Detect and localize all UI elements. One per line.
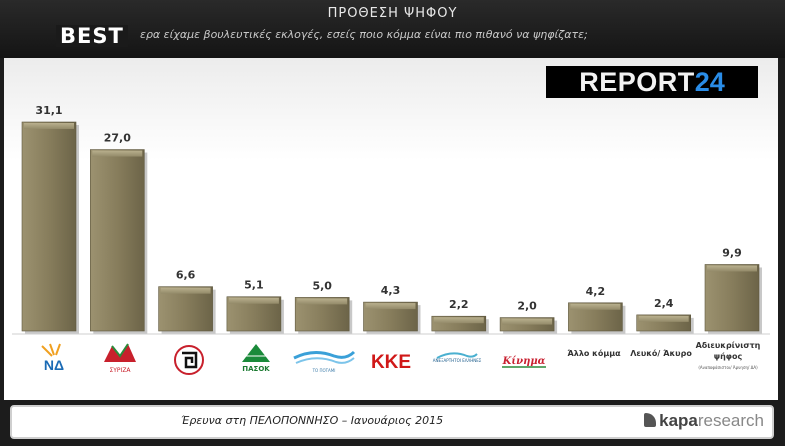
- bar-cap: [365, 303, 416, 310]
- kapa-logo-part2: research: [697, 411, 764, 430]
- bar-1: 31,1: [21, 104, 79, 334]
- bar-6: 4,3: [363, 284, 421, 334]
- bar-cap: [638, 315, 689, 322]
- bar-value-label: 4,2: [586, 285, 606, 298]
- label-adiev-2: ψήφος: [714, 352, 743, 361]
- label-allo-komma: Άλλο κόμμα: [567, 348, 621, 358]
- bar-cap: [502, 318, 553, 325]
- bar-rect: [21, 121, 77, 332]
- kke-label: ΚΚΕ: [371, 352, 411, 373]
- bar-value-label: 5,0: [312, 279, 332, 292]
- bar-rect: [704, 264, 760, 332]
- potami-label: ΤΟ ΠΟΤΑΜΙ: [312, 368, 336, 373]
- pasok-logo-icon: ΠΑΣΟΚ: [242, 344, 270, 373]
- kinima-label: Κίνημα: [502, 356, 546, 367]
- bar-11: 9,9: [704, 246, 762, 334]
- golden-dawn-logo-icon: [174, 345, 204, 375]
- allo-line: Άλλο κόμμα: [567, 348, 621, 358]
- label-lefko-akyro: Λευκό/ Άκυρο: [630, 348, 692, 358]
- report-logo-number: 24: [694, 66, 725, 97]
- label-adiev-3: (Αναποφάσιστοι/ Άρνηση/ ΔΑ): [698, 365, 758, 370]
- lefko-line: Λευκό/ Άκυρο: [630, 348, 692, 358]
- bar-cap: [92, 150, 143, 157]
- bar-cap: [160, 287, 211, 294]
- bar-cap: [707, 265, 757, 272]
- kapa-research-logo: kaparesearch: [644, 411, 764, 431]
- nd-label: ΝΔ: [44, 357, 64, 373]
- anel-logo-icon: ΑΝΕΞΑΡΤΗΤΟΙ ΕΛΛΗΝΕΣ: [433, 352, 482, 363]
- survey-question: ερα είχαμε βουλευτικές εκλογές, εσείς πο…: [140, 28, 588, 41]
- bar-value-label: 4,3: [381, 284, 401, 297]
- bar-value-label: 5,1: [244, 279, 264, 292]
- bar-10: 2,4: [636, 297, 694, 334]
- syriza-logo-icon: ΣΥΡΙΖΑ: [104, 343, 136, 374]
- report24-logo: REPORT 24: [546, 66, 758, 98]
- bar-rect: [158, 286, 213, 332]
- bar-rect: [90, 149, 145, 332]
- bar-5: 5,0: [294, 279, 353, 334]
- bar-7: 2,2: [431, 298, 489, 334]
- pasok-label: ΠΑΣΟΚ: [242, 365, 270, 373]
- kinima-logo-icon: Κίνημα: [502, 356, 546, 368]
- chart-footer: Έρευνα στη ΠΕΛΟΠΟΝΝΗΣΟ – Ιανουάριος 2015…: [4, 400, 778, 446]
- footer-caption-box: Έρευνα στη ΠΕΛΟΠΟΝΝΗΣΟ – Ιανουάριος 2015…: [10, 405, 774, 439]
- anel-label: ΑΝΕΞΑΡΤΗΤΟΙ ΕΛΛΗΝΕΣ: [433, 358, 482, 363]
- nd-logo-icon: ΝΔ: [41, 343, 64, 373]
- kapa-mark-icon: [644, 413, 657, 427]
- bar-cap: [433, 317, 484, 324]
- bar-cap: [228, 297, 279, 304]
- bar-8: 2,0: [499, 300, 558, 334]
- bar-4: 5,1: [226, 279, 284, 334]
- bar-value-label: 2,4: [654, 297, 674, 310]
- chart-panel: 31,1 27,0 6,6 5,1 5,0 4,3 2,2 2,0 4,2 2,4 9,9 ΝΔ Σ…: [4, 58, 778, 400]
- bar-value-label: 9,9: [722, 246, 742, 259]
- bar-3: 6,6: [158, 269, 216, 334]
- bar-value-label: 6,6: [176, 269, 196, 282]
- chart-title: ΠΡΟΘΕΣΗ ΨΗΦΟΥ: [327, 6, 458, 21]
- survey-caption: Έρευνα στη ΠΕΛΟΠΟΝΝΗΣΟ – Ιανουάριος 2015: [180, 414, 444, 427]
- bar-chart: 31,1 27,0 6,6 5,1 5,0 4,3 2,2 2,0 4,2 2,4 9,9 ΝΔ Σ…: [12, 104, 770, 375]
- report-logo-text: REPORT: [579, 66, 695, 97]
- potami-logo-icon: ΤΟ ΠΟΤΑΜΙ: [293, 350, 356, 373]
- chart-header: ΠΡΟΘΕΣΗ ΨΗΦΟΥ ερα είχαμε βουλευτικές εκλ…: [0, 0, 785, 58]
- kapa-logo-part1: kapa: [659, 411, 698, 430]
- bar-value-label: 2,2: [449, 298, 469, 311]
- bar-9: 4,2: [568, 285, 626, 334]
- bar-cap: [24, 123, 74, 129]
- bar-cap: [297, 298, 348, 305]
- bar-2: 27,0: [90, 132, 148, 334]
- bar-value-label: 2,0: [517, 300, 537, 313]
- bar-cap: [570, 303, 621, 310]
- label-adiev-1: Αδιευκρίνιστη: [696, 340, 761, 350]
- best-channel-logo: BEST: [56, 25, 128, 47]
- bar-value-label: 31,1: [35, 104, 62, 117]
- syriza-label: ΣΥΡΙΖΑ: [109, 367, 131, 374]
- bar-value-label: 27,0: [104, 132, 131, 145]
- kke-logo-icon: ΚΚΕ: [370, 349, 412, 373]
